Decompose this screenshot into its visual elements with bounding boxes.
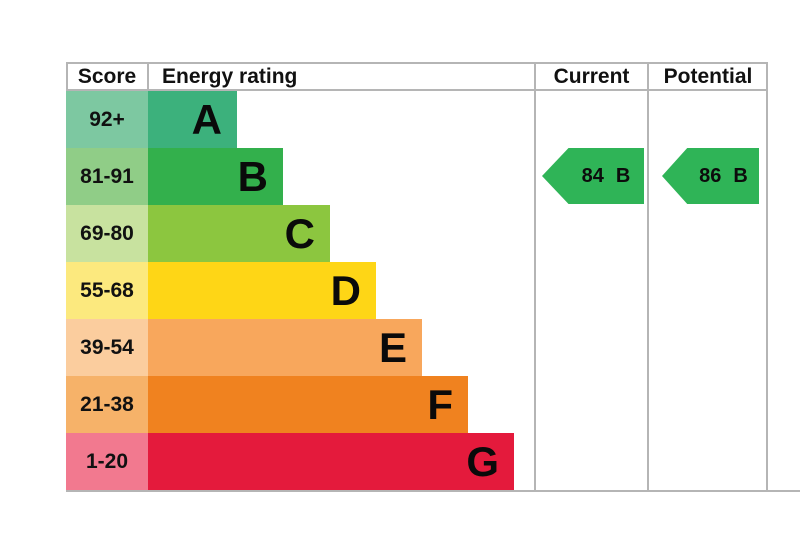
potential-rating-letter: B [733, 164, 748, 187]
band-row-b: 81-91 B [66, 148, 526, 205]
current-rating-score: 84 [581, 164, 604, 187]
band-row-f: 21-38 F [66, 376, 526, 433]
score-range-g: 1-20 [66, 433, 148, 490]
score-column-divider [147, 62, 149, 91]
score-range-e: 39-54 [66, 319, 148, 376]
band-letter-f: F [427, 380, 453, 428]
rating-bands: 92+ A 81-91 B 69-80 C 55-68 D 39-54 [66, 91, 526, 490]
current-potential-divider [647, 62, 649, 490]
energy-rating-column-header: Energy rating [162, 64, 298, 88]
band-bar-a: A [148, 91, 237, 148]
band-letter-e: E [378, 323, 407, 371]
band-letter-d: D [330, 266, 361, 314]
potential-rating-score: 86 [699, 164, 722, 187]
band-letter-b: B [237, 152, 268, 200]
band-bar-g: G [148, 433, 514, 490]
header-bottom-border [66, 89, 768, 91]
band-bar-d: D [148, 262, 376, 319]
band-row-a: 92+ A [66, 91, 526, 148]
current-column-left-border [534, 62, 536, 490]
band-row-e: 39-54 E [66, 319, 526, 376]
score-column-header: Score [77, 64, 137, 88]
current-rating-letter: B [615, 164, 631, 187]
current-column-header: Current [553, 64, 630, 88]
score-range-f: 21-38 [66, 376, 148, 433]
band-row-d: 55-68 D [66, 262, 526, 319]
score-range-a: 92+ [66, 91, 148, 148]
current-rating-arrow: 84 B [542, 148, 644, 204]
table-bottom-border [66, 490, 800, 492]
band-row-c: 69-80 C [66, 205, 526, 262]
band-bar-e: E [148, 319, 422, 376]
band-letter-c: C [284, 209, 315, 257]
score-range-b: 81-91 [66, 148, 148, 205]
potential-column-header: Potential [663, 64, 753, 88]
table-right-border [766, 62, 768, 490]
band-bar-b: B [148, 148, 283, 205]
band-row-g: 1-20 G [66, 433, 526, 490]
band-letter-a: A [191, 95, 222, 143]
band-letter-g: G [466, 437, 499, 485]
header-left-border [66, 62, 68, 91]
table-top-border [66, 62, 768, 64]
band-bar-f: F [148, 376, 468, 433]
score-range-d: 55-68 [66, 262, 148, 319]
band-bar-c: C [148, 205, 330, 262]
score-range-c: 69-80 [66, 205, 148, 262]
potential-rating-arrow: 86 B [662, 148, 759, 204]
